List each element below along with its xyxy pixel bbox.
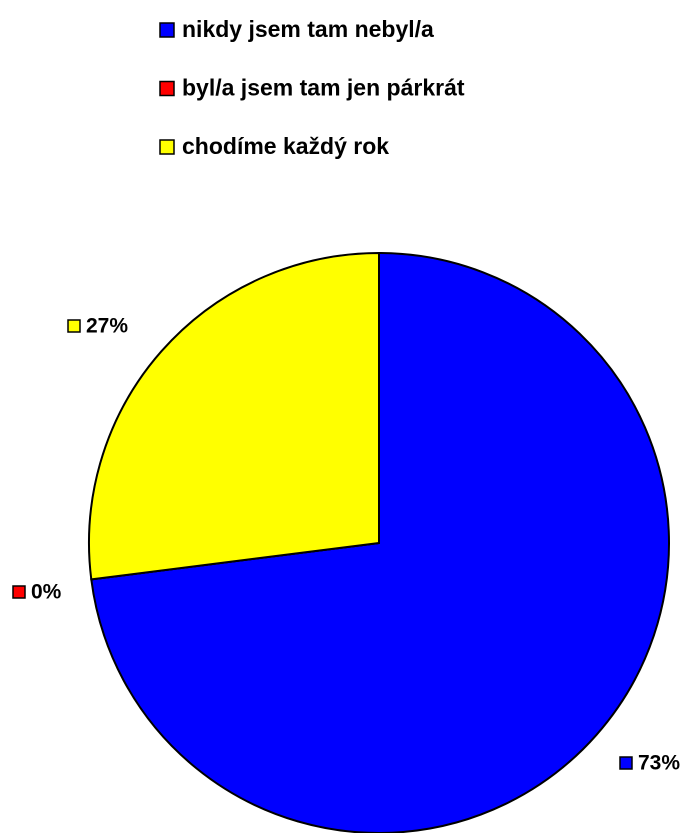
label-swatch	[12, 585, 26, 599]
pie-slice	[90, 251, 670, 834]
data-label: 73%	[638, 752, 680, 775]
pie-slice	[88, 251, 380, 581]
legend-label: byl/a jsem tam jen párkrát	[182, 75, 465, 101]
label-swatch	[619, 756, 633, 770]
legend-label: nikdy jsem tam nebyl/a	[182, 16, 434, 42]
legend-swatch	[159, 22, 175, 38]
legend-swatch	[159, 139, 175, 155]
legend-swatch	[159, 80, 175, 97]
data-label: 27%	[86, 315, 128, 338]
legend-label: chodíme každý rok	[182, 133, 389, 159]
data-label: 0%	[31, 581, 62, 604]
label-swatch	[67, 319, 81, 333]
